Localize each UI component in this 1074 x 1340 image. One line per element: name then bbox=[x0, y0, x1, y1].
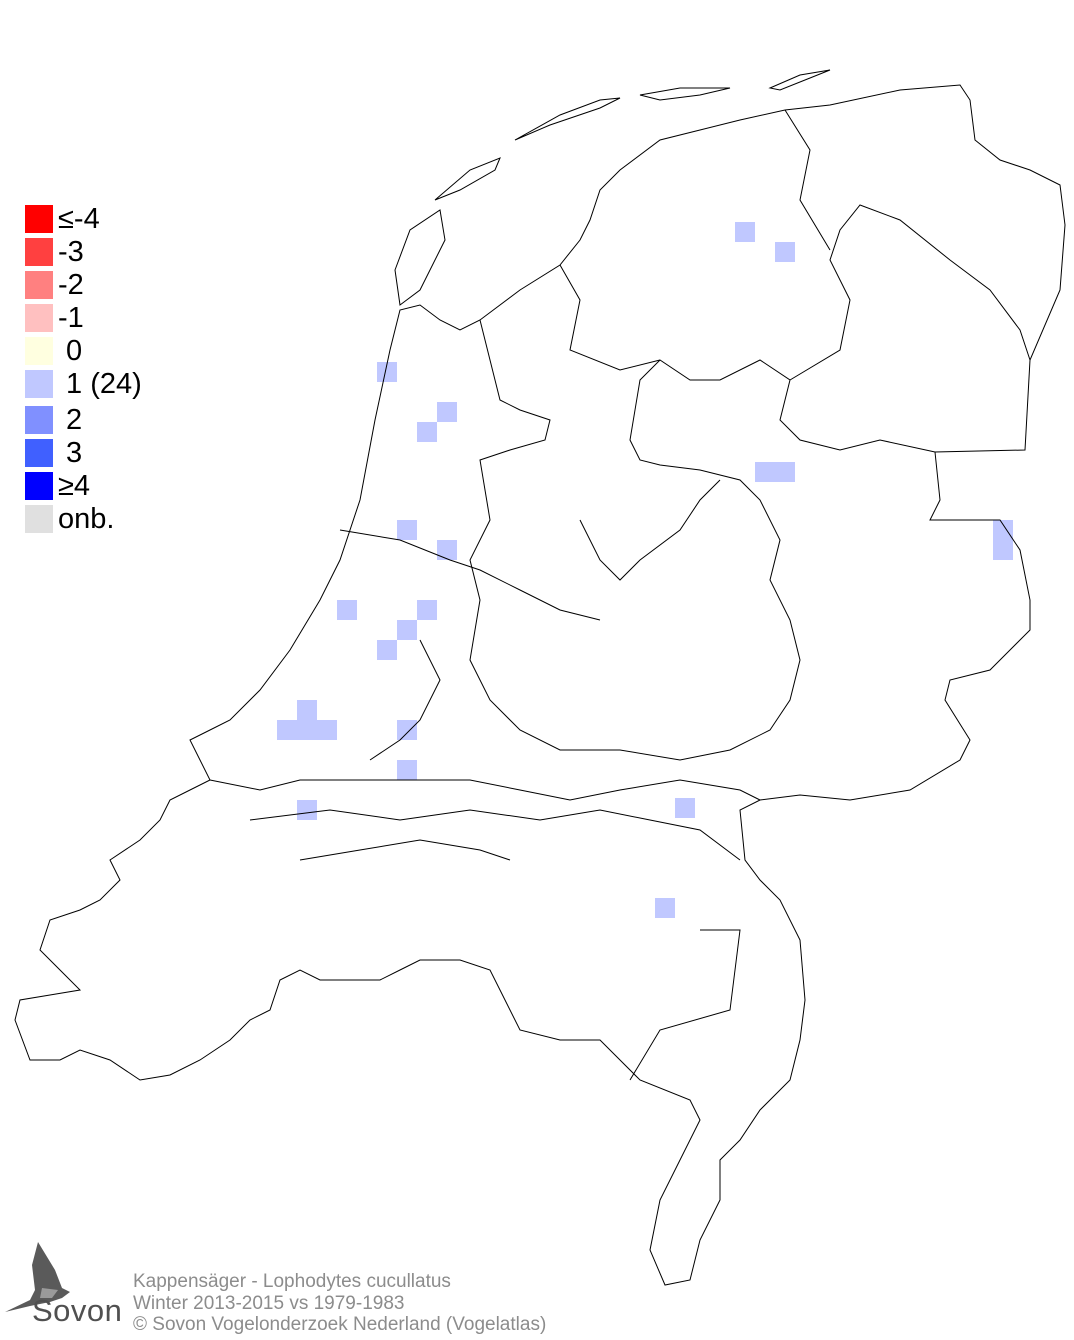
legend-item: -1 bbox=[25, 302, 84, 334]
legend-label: 1 (24) bbox=[58, 368, 142, 400]
island bbox=[434, 157, 501, 201]
legend-item: 2 bbox=[25, 404, 83, 436]
period-line: Winter 2013-2015 vs 1979-1983 bbox=[133, 1292, 405, 1314]
wadden-islands bbox=[394, 69, 831, 306]
logo-text: Sovon bbox=[32, 1293, 123, 1328]
grid-cell-value-1 bbox=[775, 462, 795, 482]
grid-cell-value-1 bbox=[317, 720, 337, 740]
grid-cell-value-1 bbox=[397, 720, 417, 740]
grid-cell-value-1 bbox=[417, 600, 437, 620]
grid-cell-value-1 bbox=[735, 222, 755, 242]
grid-cell-value-1 bbox=[655, 898, 675, 918]
legend-item: 3 bbox=[25, 437, 83, 469]
legend-item: ≤-4 bbox=[25, 203, 100, 235]
legend-swatch bbox=[25, 238, 53, 266]
legend-swatch bbox=[25, 370, 53, 398]
province-border bbox=[299, 839, 511, 861]
country-border bbox=[14, 84, 1066, 1286]
province-border bbox=[559, 204, 1031, 381]
grid-cell-value-1 bbox=[297, 800, 317, 820]
legend-label: -3 bbox=[58, 236, 84, 268]
grid-cell-value-1 bbox=[437, 402, 457, 422]
legend-item: 1 (24) bbox=[25, 368, 142, 400]
grid-cell-value-1 bbox=[297, 700, 317, 720]
species-line: Kappensäger - Lophodytes cucullatus bbox=[133, 1271, 451, 1292]
grid-cells bbox=[277, 222, 1013, 918]
map-outline bbox=[14, 84, 1066, 1286]
province-border bbox=[339, 529, 601, 761]
legend-swatch bbox=[25, 472, 53, 500]
legend-item: onb. bbox=[25, 503, 115, 535]
province-border bbox=[249, 809, 741, 861]
legend-label: onb. bbox=[58, 503, 115, 535]
province-border bbox=[209, 779, 761, 801]
island bbox=[639, 87, 731, 101]
ijsselmeer-shore bbox=[469, 319, 936, 761]
legend-swatch bbox=[25, 337, 53, 365]
grid-cell-value-1 bbox=[277, 720, 297, 740]
legend-label: ≤-4 bbox=[58, 203, 100, 235]
grid-cell-value-1 bbox=[397, 760, 417, 780]
grid-cell-value-1 bbox=[755, 462, 775, 482]
sovon-swallow-logo bbox=[5, 1242, 70, 1312]
province-border bbox=[579, 479, 721, 581]
legend-swatch bbox=[25, 439, 53, 467]
grid-cell-value-1 bbox=[993, 540, 1013, 560]
copyright-line: © Sovon Vogelonderzoek Nederland (Vogela… bbox=[133, 1314, 547, 1335]
grid-cell-value-1 bbox=[675, 798, 695, 818]
legend-swatch bbox=[25, 406, 53, 434]
legend-label: -1 bbox=[58, 302, 84, 334]
legend-label: 2 bbox=[58, 404, 83, 436]
grid-cell-value-1 bbox=[337, 600, 357, 620]
legend-item: -2 bbox=[25, 269, 84, 301]
legend-label: ≥4 bbox=[58, 470, 91, 502]
grid-cell-value-1 bbox=[377, 640, 397, 660]
island bbox=[394, 209, 446, 306]
province-border bbox=[629, 929, 741, 1081]
grid-cell-value-1 bbox=[297, 720, 317, 740]
grid-cell-value-1 bbox=[417, 422, 437, 442]
legend-item: 0 bbox=[25, 335, 83, 367]
grid-cell-value-1 bbox=[993, 520, 1013, 540]
grid-cell-value-1 bbox=[437, 540, 457, 560]
grid-cell-value-1 bbox=[377, 362, 397, 382]
legend-swatch bbox=[25, 205, 53, 233]
legend-label: 0 bbox=[58, 335, 83, 367]
province-border bbox=[784, 109, 831, 251]
legend-item: -3 bbox=[25, 236, 84, 268]
island bbox=[768, 69, 831, 91]
island bbox=[514, 97, 621, 141]
legend-swatch bbox=[25, 271, 53, 299]
grid-cell-value-1 bbox=[397, 520, 417, 540]
legend-label: -2 bbox=[58, 269, 84, 301]
legend-swatch bbox=[25, 505, 53, 533]
legend-swatch bbox=[25, 304, 53, 332]
map-caption: Kappensäger - Lophodytes cucullatus Wint… bbox=[133, 1271, 546, 1336]
grid-cell-value-1 bbox=[775, 242, 795, 262]
grid-cell-value-1 bbox=[397, 620, 417, 640]
legend-label: 3 bbox=[58, 437, 83, 469]
legend-item: ≥4 bbox=[25, 470, 91, 502]
